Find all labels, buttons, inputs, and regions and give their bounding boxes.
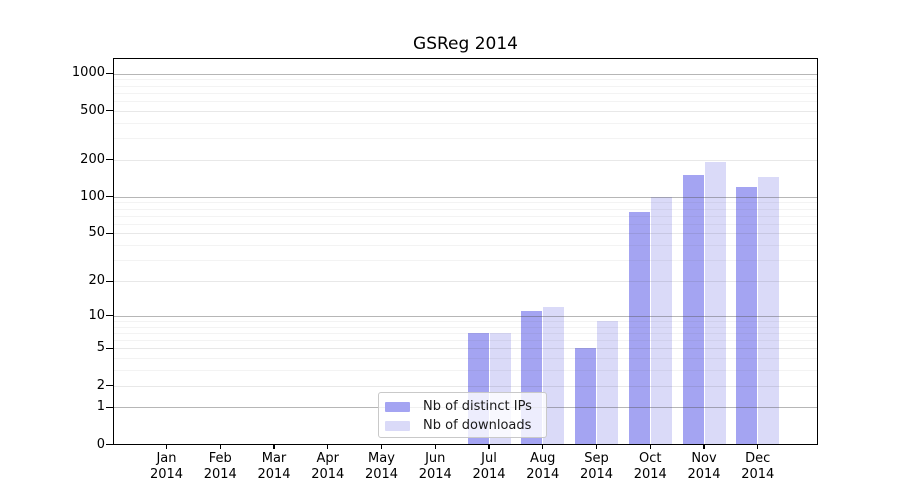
bar-downloads xyxy=(597,320,618,444)
gridline xyxy=(114,326,817,328)
bar-distinct-ips xyxy=(682,175,704,444)
gridline xyxy=(114,122,817,124)
y-tick-label: 200 xyxy=(80,151,105,167)
x-tick-label: Jul 2014 xyxy=(472,451,506,482)
y-tick-mark xyxy=(106,444,113,446)
chart-title: GSReg 2014 xyxy=(413,34,518,54)
gridline xyxy=(114,332,817,334)
y-tick-label: 100 xyxy=(80,188,105,204)
gridline xyxy=(114,340,817,341)
y-tick-label: 1000 xyxy=(71,65,105,81)
gridline xyxy=(114,281,817,282)
x-tick-mark xyxy=(434,444,436,449)
gridline xyxy=(114,159,817,161)
x-tick-mark xyxy=(165,444,168,449)
bar-distinct-ips xyxy=(575,348,596,444)
y-tick-label: 2 xyxy=(96,377,105,393)
gridline xyxy=(114,73,817,75)
legend-swatch-downloads xyxy=(385,420,410,431)
bar-downloads xyxy=(758,176,780,444)
legend-row: Nb of downloads xyxy=(385,416,540,435)
legend-label: Nb of downloads xyxy=(423,418,532,433)
x-tick-mark xyxy=(595,444,598,449)
gridline xyxy=(114,100,817,102)
y-tick-label: 20 xyxy=(88,273,105,288)
x-tick-mark xyxy=(380,444,383,449)
x-tick-label: Jan 2014 xyxy=(149,451,184,482)
gridline xyxy=(114,79,817,81)
x-tick-mark xyxy=(542,444,544,449)
x-tick-mark xyxy=(327,444,329,449)
gridline xyxy=(114,370,817,372)
x-tick-label: Mar 2014 xyxy=(257,451,291,482)
y-tick-label: 500 xyxy=(80,102,105,118)
legend: Nb of distinct IPs Nb of downloads xyxy=(378,392,547,438)
gridline xyxy=(114,85,817,87)
x-tick-label: Sep 2014 xyxy=(579,451,614,482)
y-tick-mark xyxy=(106,406,113,408)
gridline xyxy=(114,385,817,387)
x-tick-label: Jun 2014 xyxy=(418,451,452,482)
x-tick-mark xyxy=(703,444,705,449)
y-tick-mark xyxy=(106,110,113,112)
x-tick-mark xyxy=(273,444,275,449)
bar-distinct-ips xyxy=(736,186,758,444)
y-tick-mark xyxy=(106,232,113,235)
y-tick-label: 1 xyxy=(96,399,105,415)
legend-label: Nb of distinct IPs xyxy=(423,399,532,414)
x-tick-mark xyxy=(649,444,651,449)
y-tick-mark xyxy=(106,196,113,198)
y-tick-label: 0 xyxy=(96,436,105,452)
gridline xyxy=(114,110,817,112)
gridline xyxy=(114,215,817,217)
gridline xyxy=(114,348,817,350)
x-tick-label: Oct 2014 xyxy=(633,451,667,482)
y-tick-mark xyxy=(106,385,113,387)
x-tick-mark xyxy=(757,444,759,449)
gridline xyxy=(114,358,817,360)
y-tick-mark xyxy=(106,159,113,161)
x-tick-label: May 2014 xyxy=(364,451,399,482)
legend-row: Nb of distinct IPs xyxy=(385,397,540,416)
x-tick-mark xyxy=(219,444,221,449)
gridline xyxy=(114,202,817,204)
x-tick-label: Apr 2014 xyxy=(311,451,345,482)
gridline xyxy=(114,233,817,235)
bar-downloads xyxy=(650,196,672,444)
y-tick-mark xyxy=(106,347,113,349)
x-tick-label: Aug 2014 xyxy=(526,451,560,482)
gridline xyxy=(114,138,817,139)
gridline xyxy=(114,223,817,225)
x-tick-mark xyxy=(488,444,490,449)
gridline xyxy=(114,315,817,317)
y-tick-mark xyxy=(106,280,113,282)
legend-swatch-distinct-ips xyxy=(385,401,410,412)
y-tick-label: 5 xyxy=(96,340,105,356)
x-tick-label: Feb 2014 xyxy=(203,451,237,482)
y-tick-mark xyxy=(106,315,113,317)
gridline xyxy=(114,92,817,94)
gridline xyxy=(114,245,817,247)
x-tick-label: Dec 2014 xyxy=(741,451,775,482)
gridline xyxy=(114,196,817,198)
gridline xyxy=(114,260,817,262)
bar-downloads xyxy=(704,162,726,444)
x-tick-label: Nov 2014 xyxy=(687,451,721,482)
y-tick-mark xyxy=(106,72,113,75)
gridline xyxy=(114,208,817,210)
y-tick-label: 10 xyxy=(88,307,105,323)
plot-area xyxy=(113,58,818,445)
gridline xyxy=(114,320,817,322)
bar-downloads xyxy=(543,306,565,444)
y-tick-label: 50 xyxy=(88,225,105,241)
bar-distinct-ips xyxy=(628,211,650,444)
